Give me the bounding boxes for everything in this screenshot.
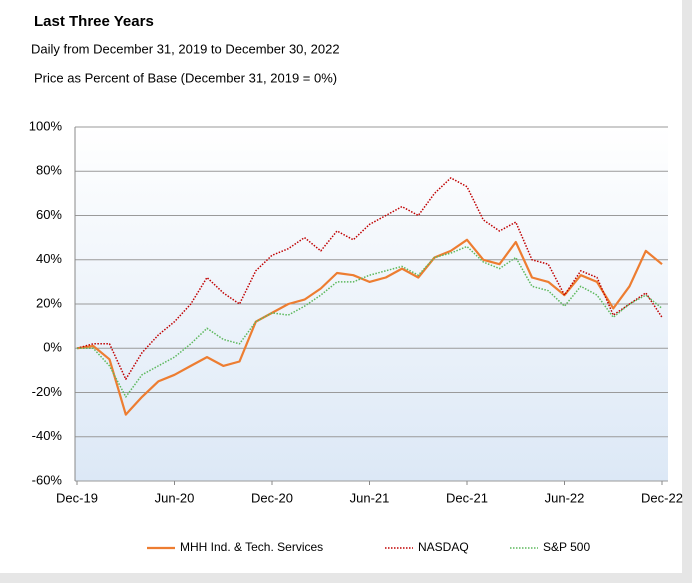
y-tick-label: -60% [32, 472, 63, 487]
series-line [76, 177, 663, 380]
y-tick-label: 0% [43, 340, 62, 355]
x-tick-label: Dec-19 [56, 490, 98, 505]
y-tick-label: -40% [32, 428, 63, 443]
chart-title: Last Three Years [34, 13, 154, 30]
chart-subtitle: Daily from December 31, 2019 to December… [31, 41, 340, 56]
y-tick-label: 100% [29, 118, 63, 133]
legend-label: NASDAQ [418, 540, 469, 554]
y-tick-label: 40% [36, 251, 62, 266]
series-line [76, 238, 663, 416]
legend-label: S&P 500 [543, 540, 590, 554]
legend-label: MHH Ind. & Tech. Services [180, 540, 323, 554]
y-tick-label: -20% [32, 384, 63, 399]
x-tick-label: Dec-20 [251, 490, 293, 505]
x-tick-label: Jun-21 [350, 490, 390, 505]
x-tick-label: Jun-20 [155, 490, 195, 505]
y-tick-label: 20% [36, 295, 62, 310]
x-tick-label: Dec-22 [641, 490, 683, 505]
y-axis-label: Price as Percent of Base (December 31, 2… [34, 70, 337, 85]
x-tick-label: Dec-21 [446, 490, 488, 505]
y-tick-label: 60% [36, 207, 62, 222]
y-tick-label: 80% [36, 163, 62, 178]
x-tick-label: Jun-22 [545, 490, 585, 505]
